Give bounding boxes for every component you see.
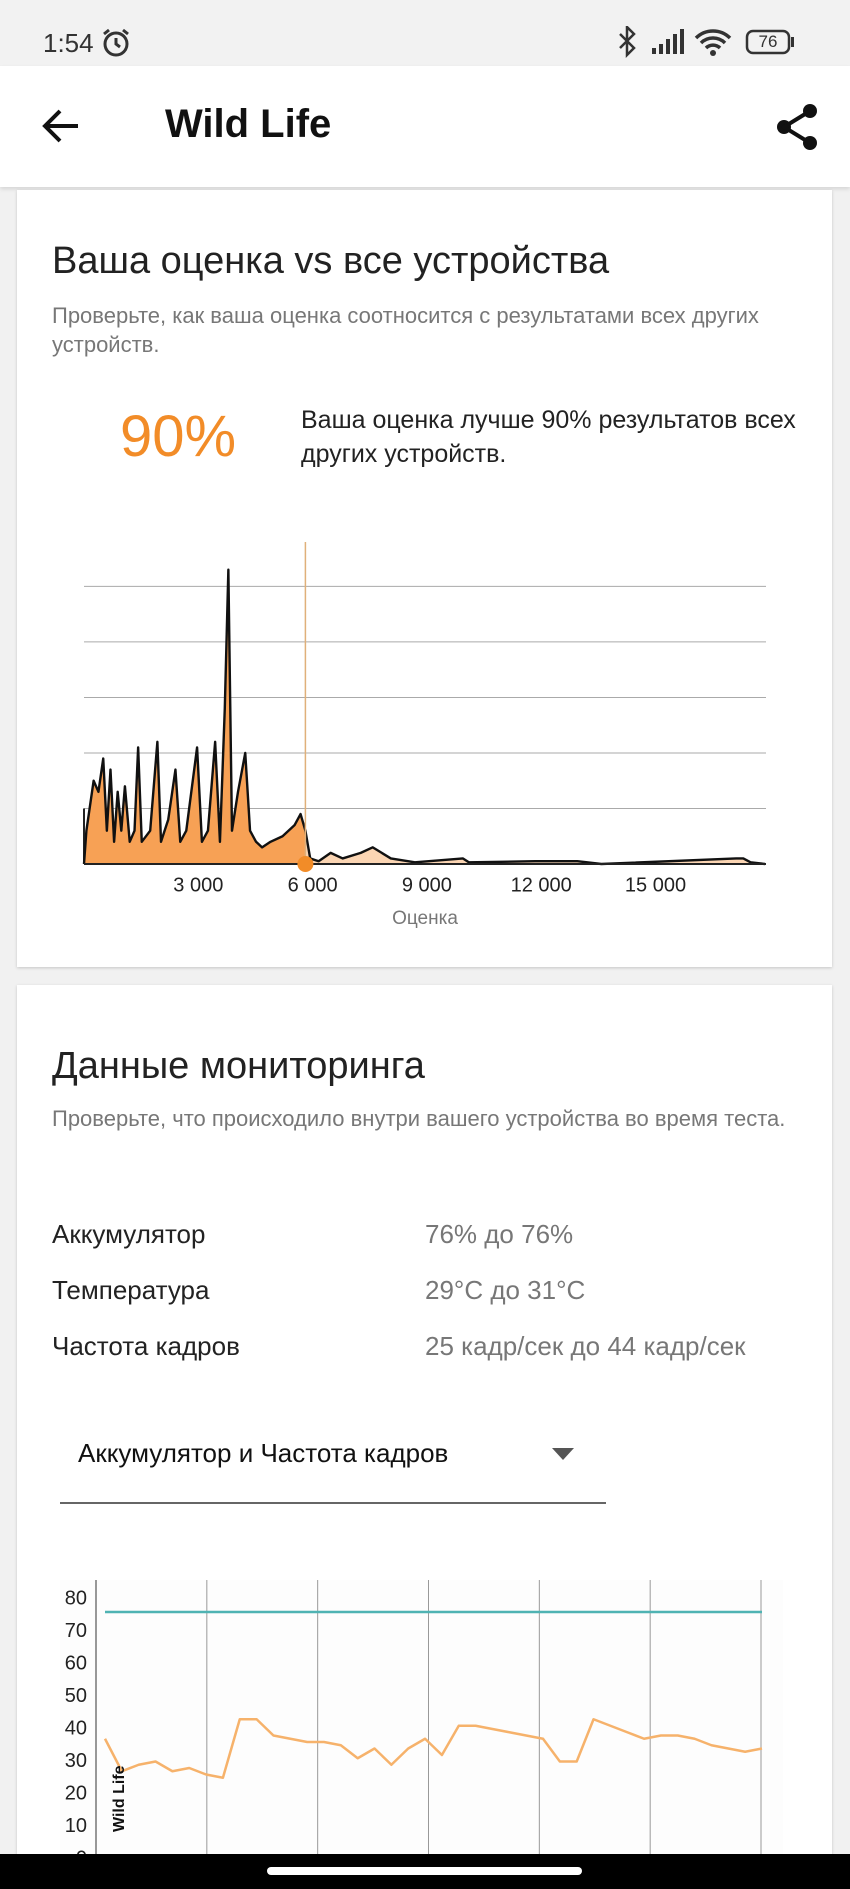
distribution-line — [82, 568, 766, 866]
app-title: Wild Life — [165, 102, 332, 146]
share-button[interactable] — [774, 102, 822, 152]
percentile-description: Ваша оценка лучше 90% результатов всех д… — [301, 406, 796, 468]
card-title: Ваша оценка vs все устройства — [52, 240, 610, 282]
dropdown-label[interactable]: Аккумулятор и Частота кадров — [78, 1438, 449, 1468]
row-label: Температура — [52, 1275, 210, 1305]
dropdown-underline — [60, 1502, 606, 1504]
x-tick-label: 9 000 — [402, 874, 452, 896]
row-value: 29°C до 31°C — [425, 1275, 586, 1305]
y-tick-label: 30 — [65, 1750, 87, 1772]
score-distribution-chart: 3 000 6 000 9 000 12 000 15 000 Оценка — [82, 542, 766, 929]
y-tick-label: 0 — [76, 1847, 87, 1854]
home-indicator[interactable] — [267, 1867, 582, 1875]
back-button[interactable] — [40, 106, 82, 146]
y-tick-label: 40 — [65, 1717, 87, 1739]
row-label: Аккумулятор — [52, 1219, 206, 1249]
dropdown-arrow[interactable] — [550, 1446, 576, 1462]
y-tick-label: 60 — [65, 1652, 87, 1674]
y-tick-label: 20 — [65, 1782, 87, 1804]
battery-level: 76 — [758, 32, 778, 51]
status-bar: 1:54 76 — [0, 0, 850, 66]
alarm-icon — [103, 28, 129, 57]
plot-background — [60, 1580, 783, 1854]
x-tick-label: 15 000 — [625, 874, 686, 896]
y-tick-label: 10 — [65, 1815, 87, 1837]
area-before-score — [84, 569, 306, 864]
monitoring-chart: 0 10 20 30 40 50 60 70 80 Wild Life — [60, 1580, 783, 1854]
percentile: 90% — [120, 404, 237, 469]
clock: 1:54 — [43, 28, 94, 58]
x-tick-label: 6 000 — [288, 874, 338, 896]
x-axis-label: Оценка — [392, 908, 458, 929]
card-subtitle: Проверьте, как ваша оценка соотносится с… — [52, 303, 759, 357]
status-icons — [619, 26, 794, 59]
row-value: 25 кадр/сек до 44 кадр/сек — [425, 1331, 746, 1361]
card-title: Данные мониторинга — [52, 1045, 425, 1087]
card-subtitle: Проверьте, что происходило внутри вашего… — [52, 1106, 786, 1131]
y-tick-label: 50 — [65, 1685, 87, 1707]
app-bar: Wild Life — [0, 66, 850, 187]
row-label: Частота кадров — [52, 1331, 240, 1361]
y-tick-label: 70 — [65, 1620, 87, 1642]
score-marker — [297, 856, 314, 872]
navigation-bar — [0, 1854, 850, 1889]
y-tick-label: 80 — [65, 1587, 87, 1609]
area-after-score — [305, 830, 766, 864]
row-value: 76% до 76% — [425, 1219, 574, 1249]
x-tick-label: 12 000 — [511, 874, 572, 896]
x-tick-label: 3 000 — [173, 874, 223, 896]
run-label: Wild Life — [111, 1765, 128, 1832]
series-line — [103, 1718, 763, 1779]
